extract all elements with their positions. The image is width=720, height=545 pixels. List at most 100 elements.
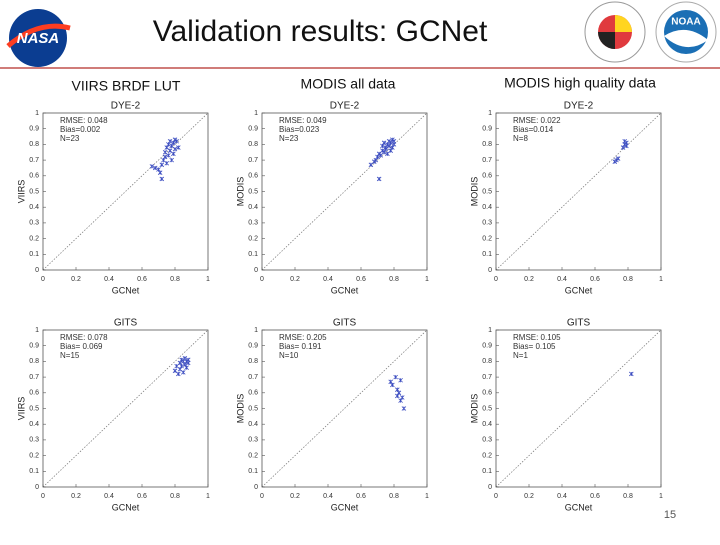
x-tick-label: 0.8 [389, 493, 399, 500]
y-tick-label: 0.6 [29, 390, 39, 397]
x-tick-label: 0 [260, 276, 264, 283]
y-tick-label: 0.8 [29, 358, 39, 365]
x-tick-label: 0 [494, 276, 498, 283]
y-tick-label: 0 [254, 267, 258, 274]
x-tick-label: 0.8 [623, 493, 633, 500]
y-tick-label: 1 [254, 327, 258, 334]
y-tick-label: 0.4 [29, 421, 39, 428]
x-tick-label: 0.4 [323, 276, 333, 283]
x-tick-label: 1 [425, 276, 429, 283]
x-tick-label: 0.2 [290, 493, 300, 500]
y-tick-label: 0.7 [29, 157, 39, 164]
point [393, 374, 398, 380]
x-tick-label: 0.2 [290, 276, 300, 283]
y-tick-label: 0.2 [248, 235, 258, 242]
one-to-one-line [261, 329, 428, 488]
noaa-logo: NOAA [655, 1, 717, 63]
point [615, 156, 621, 161]
y-tick-label: 0.9 [482, 126, 492, 133]
point [624, 140, 629, 146]
y-tick-label: 0.8 [29, 141, 39, 148]
chart-title: DYE-2 [330, 101, 360, 112]
y-tick-label: 0.7 [248, 374, 258, 381]
x-tick-label: 0.8 [170, 493, 180, 500]
annotation: N=1 [513, 351, 528, 360]
column-label: VIIRS BRDF LUT [72, 78, 181, 94]
y-tick-label: 0.7 [248, 157, 258, 164]
x-tick-label: 0.6 [590, 493, 600, 500]
y-tick-label: 0.5 [248, 188, 258, 195]
y-tick-label: 1 [35, 110, 39, 117]
point [176, 371, 181, 377]
x-tick-label: 1 [425, 493, 429, 500]
x-tick-label: 0 [260, 493, 264, 500]
chart-title: GITS [114, 318, 138, 329]
y-axis-label: MODIS [235, 177, 245, 207]
x-axis-label: GCNet [565, 285, 593, 295]
point [159, 176, 165, 182]
x-tick-label: 0.6 [137, 493, 147, 500]
y-tick-label: 0.5 [248, 405, 258, 412]
x-tick-label: 0.4 [104, 276, 114, 283]
y-tick-label: 0.6 [29, 173, 39, 180]
x-tick-label: 0.4 [104, 493, 114, 500]
annotation: N=8 [513, 134, 528, 143]
y-tick-label: 0.3 [29, 220, 39, 227]
x-tick-label: 0.6 [356, 276, 366, 283]
y-tick-label: 0.1 [29, 251, 39, 258]
logo-text: NASA [17, 30, 60, 47]
annotation: N=23 [279, 134, 299, 143]
x-tick-label: 1 [659, 276, 663, 283]
annotation: RMSE: 0.049 [279, 116, 327, 125]
point [167, 138, 173, 144]
chart-title: DYE-2 [564, 101, 594, 112]
y-tick-label: 0.3 [482, 220, 492, 227]
point [629, 371, 634, 377]
point [149, 164, 155, 169]
y-tick-label: 0.8 [482, 358, 492, 365]
point [164, 160, 170, 166]
x-tick-label: 0.8 [623, 276, 633, 283]
page-number: 15 [664, 509, 676, 521]
x-tick-label: 0 [41, 276, 45, 283]
annotation: RMSE: 0.048 [60, 116, 108, 125]
one-to-one-line [42, 112, 209, 271]
nasa-logo: NASA [6, 9, 71, 67]
point [398, 377, 403, 383]
x-tick-label: 0.6 [590, 276, 600, 283]
y-tick-label: 0.6 [482, 390, 492, 397]
point [166, 153, 171, 158]
annotation: RMSE: 0.105 [513, 333, 561, 342]
point [376, 176, 382, 182]
y-tick-label: 0.4 [482, 204, 492, 211]
y-tick-label: 0.2 [482, 235, 492, 242]
x-tick-label: 0.6 [137, 276, 147, 283]
y-tick-label: 0.4 [482, 421, 492, 428]
annotation: RMSE: 0.078 [60, 333, 108, 342]
x-axis-label: GCNet [112, 285, 140, 295]
y-tick-label: 0.9 [248, 343, 258, 350]
x-axis-label: GCNet [331, 502, 359, 512]
point [401, 406, 407, 411]
x-tick-label: 1 [206, 276, 210, 283]
annotation: N=15 [60, 351, 80, 360]
annotation: N=23 [60, 134, 80, 143]
x-axis-label: GCNet [112, 502, 140, 512]
point [184, 365, 189, 370]
y-tick-label: 0.1 [29, 468, 39, 475]
y-axis-label: MODIS [469, 394, 479, 424]
y-tick-label: 0.2 [482, 452, 492, 459]
y-tick-label: 0.9 [482, 343, 492, 350]
y-tick-label: 0.2 [29, 452, 39, 459]
y-tick-label: 0.1 [248, 251, 258, 258]
chart-title: DYE-2 [111, 101, 141, 112]
y-tick-label: 0 [488, 484, 492, 491]
annotation: RMSE: 0.022 [513, 116, 561, 125]
one-to-one-line [261, 112, 428, 271]
annotation: Bias= 0.191 [279, 342, 322, 351]
y-tick-label: 1 [35, 327, 39, 334]
x-tick-label: 0.4 [557, 276, 567, 283]
x-tick-label: 0 [41, 493, 45, 500]
point [162, 154, 168, 160]
column-label: MODIS high quality data [504, 75, 656, 91]
